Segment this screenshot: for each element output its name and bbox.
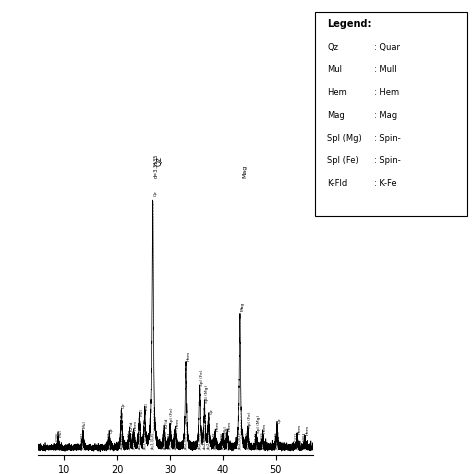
Text: Spl (Mg): Spl (Mg) [205,384,209,402]
Text: K-Fld: K-Fld [327,179,347,188]
Text: d=3.3151: d=3.3151 [143,431,147,449]
Text: Mag: Mag [327,111,345,120]
Text: d=4.2150: d=4.2150 [119,431,123,449]
Text: d=1.9141: d=1.9141 [254,431,258,449]
Text: Hem: Hem [186,351,190,361]
Text: Mul: Mul [223,425,227,433]
Text: : Mag: : Mag [374,111,398,120]
Text: Mul: Mul [83,420,87,428]
Text: d=2.6973: d=2.6973 [184,431,188,449]
Text: d=2.3048: d=2.3048 [213,431,217,449]
Text: d=3.3135: d=3.3135 [151,431,155,449]
Text: Spl (Fe): Spl (Fe) [200,370,204,386]
Text: d=2.1806: d=2.1806 [225,431,229,449]
Text: : K-Fe: : K-Fe [374,179,397,188]
Text: : Spin-: : Spin- [374,156,401,165]
Text: Hem: Hem [134,420,138,430]
Text: Hem: Hem [228,421,231,431]
Text: : Hem: : Hem [374,88,400,97]
Text: d=2.8488: d=2.8488 [173,431,177,449]
Text: d=7.3206: d=7.3206 [56,431,60,449]
Text: d=1.7421: d=1.7421 [295,431,299,449]
Text: Qz: Qz [209,408,213,414]
Text: d=3.7571: d=3.7571 [128,431,131,449]
Text: Spl (Fe): Spl (Fe) [170,407,174,424]
Text: d=2.2896: d=2.2896 [221,431,225,449]
Text: Spl (Fe): Spl (Fe) [248,411,252,428]
Text: K-Fld: K-Fld [164,417,169,428]
Text: Spl (Mg): Spl (Mg) [256,414,261,433]
Text: d=2.5396: d=2.5396 [198,431,202,449]
Text: Hem: Hem [263,423,267,433]
Text: Qz: Qz [109,427,114,433]
Text: Mul: Mul [140,409,144,416]
Text: Mag: Mag [240,302,244,311]
Text: d=3.4837: d=3.4837 [137,431,141,449]
Text: K-Fld: K-Fld [130,421,134,431]
Text: Spl (Fe): Spl (Fe) [327,156,359,165]
Text: d=1.8079: d=1.8079 [275,431,279,449]
Text: d=2.4908: d=2.4908 [202,431,207,449]
Text: d=2.8828: d=2.8828 [162,431,166,449]
Text: d=1.6904: d=1.6904 [303,431,307,449]
Text: d=2.4350: d=2.4350 [207,431,210,449]
Text: d=2.9134: d=2.9134 [168,431,172,449]
Text: Hem: Hem [215,421,219,431]
Text: Qz: Qz [155,156,164,166]
Text: Mul: Mul [145,402,149,410]
Text: d=1.9680: d=1.9680 [246,431,250,449]
Text: Mul: Mul [58,429,62,437]
Text: Qz: Qz [153,191,157,196]
Text: Legend:: Legend: [327,19,372,29]
Text: : Mull: : Mull [374,65,397,74]
Text: Spl (Mg): Spl (Mg) [327,134,362,143]
Text: d=5.3421: d=5.3421 [81,431,85,449]
Text: : Quar: : Quar [374,43,401,52]
Text: Mul: Mul [327,65,342,74]
Text: d=3.6851: d=3.6851 [132,431,136,449]
Text: : Spin-: : Spin- [374,134,401,143]
Text: Mag: Mag [242,164,247,178]
Text: Qz: Qz [327,43,338,52]
Text: Qz: Qz [277,417,281,422]
Text: Hem: Hem [327,88,347,97]
Text: d=4.7559: d=4.7559 [107,431,111,449]
Text: Hem: Hem [305,425,309,435]
Text: d=1.9019: d=1.9019 [261,431,264,449]
Text: Hem: Hem [176,418,180,428]
Text: Qz: Qz [122,402,126,408]
Text: d=3.3135: d=3.3135 [154,154,159,178]
Text: Hem: Hem [297,424,301,434]
Text: d=2.0833: d=2.0833 [238,431,242,449]
